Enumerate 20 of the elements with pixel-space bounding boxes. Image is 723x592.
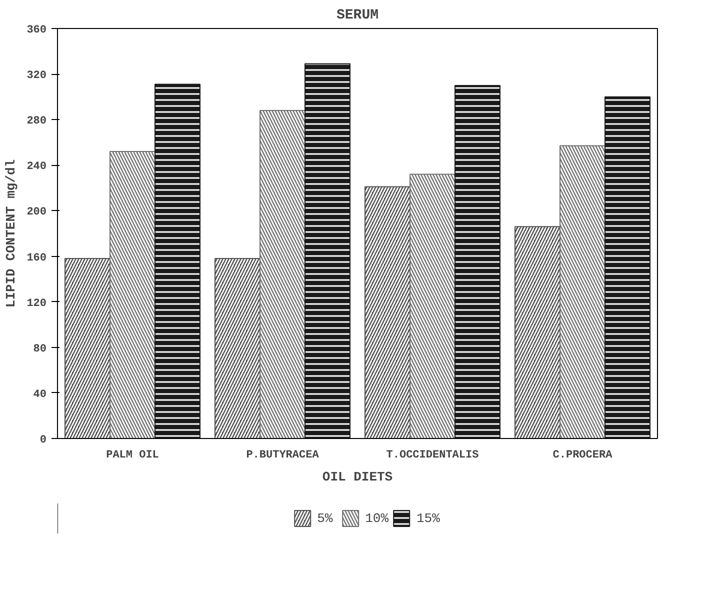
- y-tick-label: 80: [33, 343, 46, 356]
- y-axis-title: LIPID CONTENT mg/dl: [4, 159, 19, 308]
- y-tick-label: 240: [26, 161, 47, 174]
- x-tick-label: PALM OIL: [106, 450, 160, 462]
- y-tick-label: 320: [26, 70, 47, 82]
- y-tick-label: 0: [40, 434, 47, 446]
- x-axis-title: OIL DIETS: [322, 470, 393, 484]
- legend-label: 5%: [317, 510, 334, 526]
- x-tick-label: C.PROCERA: [552, 450, 613, 462]
- x-tick-label: T.OCCIDENTALIS: [386, 450, 480, 462]
- y-tick-label: 280: [26, 116, 47, 128]
- y-tick-label: 200: [26, 206, 47, 219]
- y-tick-label: 120: [26, 298, 47, 310]
- legend-label: 15%: [416, 510, 440, 526]
- chart-title: SERUM: [336, 8, 379, 24]
- legend-label: 10%: [365, 510, 388, 526]
- y-tick-label: 360: [26, 24, 47, 36]
- x-tick-label: P.BUTYRACEA: [246, 450, 320, 462]
- y-tick-label: 40: [33, 388, 46, 401]
- y-tick-label: 160: [26, 252, 47, 264]
